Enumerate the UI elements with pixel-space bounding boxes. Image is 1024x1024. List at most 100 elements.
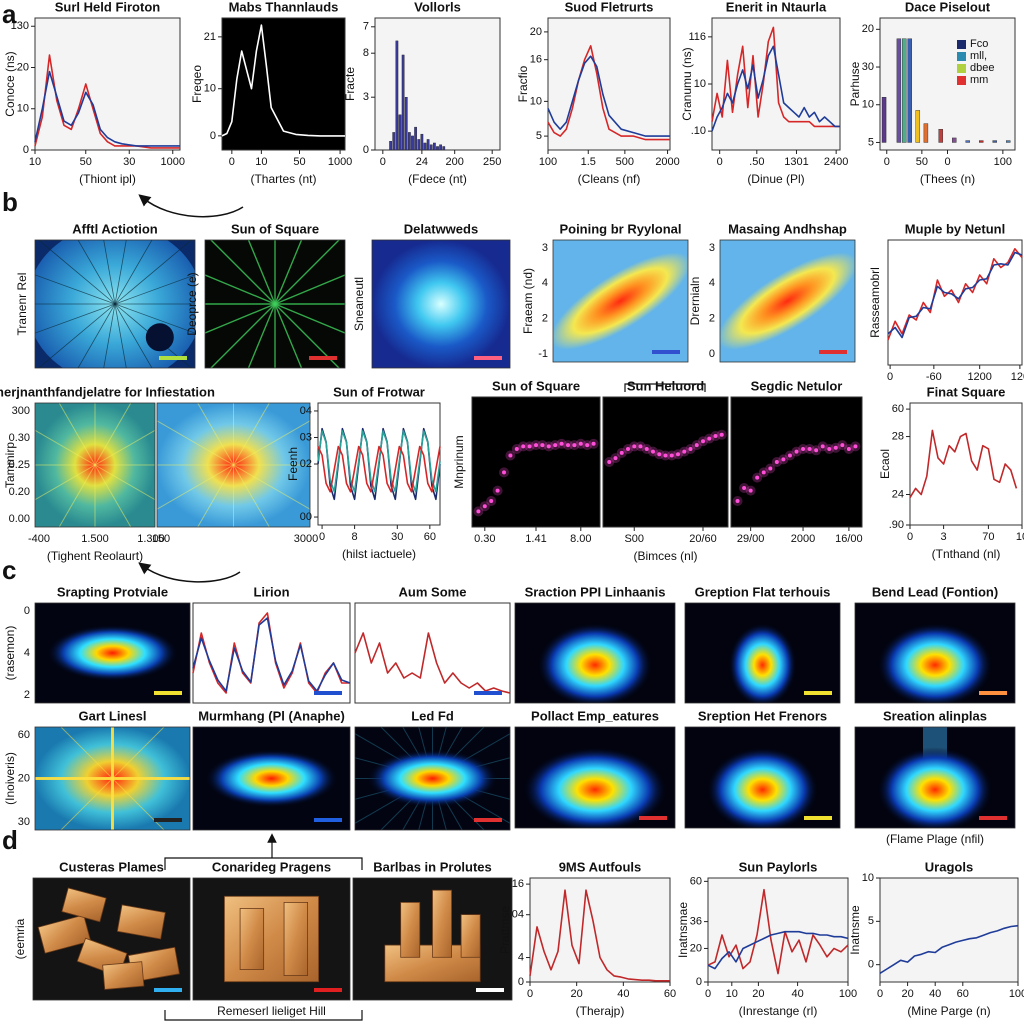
data-line [221, 24, 345, 137]
scatter-point [482, 504, 487, 509]
panel-letter: b [2, 187, 18, 217]
data-line [547, 55, 670, 137]
scatter-point [694, 443, 699, 448]
wood-block [239, 908, 265, 970]
image-panel [353, 878, 512, 1000]
y-axis-label: Inatnsmae [676, 902, 690, 958]
y-tick-label: 0 [210, 130, 216, 142]
ray [35, 274, 195, 334]
x-tick-label: 1.41 [525, 533, 546, 545]
x-axis-label: (Tnthand (nl) [932, 547, 1001, 561]
x-tick-label: 1.300 [137, 533, 165, 545]
panel-letter: c [2, 555, 16, 585]
x-tick-label: 1000 [161, 156, 185, 168]
plot-area [879, 877, 1019, 983]
y-tick-label: 0.25 [9, 459, 30, 471]
image-frame [192, 726, 351, 831]
scatter-point [559, 441, 564, 446]
y-tick-label: 24 [892, 488, 904, 500]
y-tick-label: 4 [542, 277, 548, 289]
x-tick-label: 40 [929, 988, 941, 1000]
scale-bar [639, 816, 667, 820]
image-frame [514, 726, 676, 829]
scatter-point [827, 447, 832, 451]
image-frame [352, 877, 513, 1001]
x-tick-label: 1301 [784, 156, 808, 168]
panel-title: Sreation alinplas [883, 708, 987, 723]
y-tick-label: 03 [300, 431, 312, 443]
bar [429, 144, 433, 151]
y-tick-label: 16 [512, 878, 524, 890]
image-panel [515, 727, 675, 828]
y-tick-label: 20 [530, 26, 542, 38]
image-field [205, 749, 338, 808]
y-axis-label: Ecaol [878, 449, 892, 479]
y-tick-label: 0 [363, 144, 369, 156]
bracket [164, 838, 363, 870]
scatter-point [508, 453, 513, 458]
scatter-point [742, 486, 747, 490]
x-axis-label: (Fdece (nt) [408, 172, 467, 186]
x-tick-label: 8 [352, 531, 358, 543]
x-tick-label: 3 [941, 531, 947, 543]
ray [35, 429, 155, 501]
scatter-point [476, 509, 481, 514]
panel-title: Poining br Ryylonal [559, 221, 681, 236]
legend-label: Fco [970, 38, 988, 50]
y-axis-label: (Inoiveris) [3, 752, 17, 805]
y-tick-label: 2 [709, 313, 715, 325]
data-line [317, 445, 441, 493]
x-tick-label: 120 [1011, 371, 1024, 383]
data-line [707, 930, 849, 970]
x-tick-label: 10 [29, 156, 41, 168]
panel-title: Muple by Netunl [905, 221, 1005, 236]
bar [420, 133, 424, 151]
bar [881, 96, 887, 143]
scatter-point [534, 443, 538, 448]
y-tick-label: 2 [542, 313, 548, 325]
image-field [720, 252, 855, 350]
scatter-point [540, 443, 545, 448]
legend-label: dbee [970, 62, 994, 74]
image-frame [34, 239, 196, 369]
y-axis-label: Rasseamobrl [868, 267, 882, 338]
scatter-point [566, 443, 570, 448]
data-line [354, 632, 511, 694]
bar [952, 137, 957, 143]
x-tick-label: 0 [705, 988, 711, 1000]
y-tick-label: 4 [709, 277, 715, 289]
scatter-point [495, 488, 500, 493]
panel-title: Segdic Netulor [751, 378, 843, 393]
scale-bar [474, 818, 502, 822]
image-panel [193, 727, 350, 830]
scatter-point [801, 447, 806, 451]
scatter-point [489, 499, 494, 503]
y-axis-label: Cranumu (ns) [680, 47, 694, 120]
y-tick-label: 30 [18, 816, 30, 828]
x-tick-label: 0 [907, 531, 913, 543]
y-axis-label: Fracfio [516, 65, 530, 102]
panel-title: Sraction PPI Linhaanis [525, 584, 666, 599]
data-line [529, 889, 670, 982]
scatter-point [546, 444, 551, 449]
bar [408, 132, 411, 151]
x-tick-label: 0 [887, 371, 893, 383]
x-tick-label: 8.00 [570, 533, 591, 545]
plot-area [529, 877, 671, 983]
plot-area [909, 402, 1023, 526]
y-tick-label: 10 [17, 103, 29, 115]
x-axis-label: Remeserl lieliget Hill [217, 1004, 326, 1018]
bar [923, 123, 929, 143]
ray [157, 420, 310, 510]
bar [979, 140, 984, 143]
y-tick-label: 10 [862, 99, 874, 111]
scale-bar [314, 691, 342, 695]
image-frame [552, 239, 689, 363]
scatter-point [578, 441, 583, 446]
x-tick-label: 20 [901, 988, 913, 1000]
image-bg [372, 240, 510, 368]
image-field [523, 747, 667, 828]
scatter-point [768, 466, 773, 471]
panel-title: Uragols [925, 859, 973, 874]
